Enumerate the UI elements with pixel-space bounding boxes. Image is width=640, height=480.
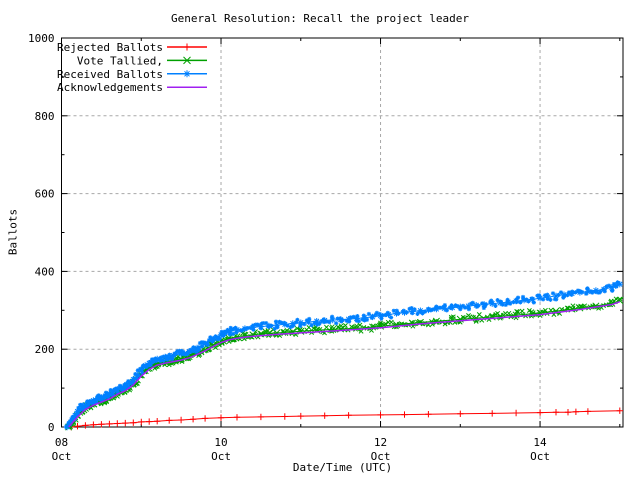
gridlines: [61, 38, 623, 427]
x-tick-label: Oct: [371, 450, 391, 463]
x-tick-label: 10: [214, 436, 227, 449]
chart-title: General Resolution: Recall the project l…: [170, 12, 469, 25]
x-tick-label: Oct: [52, 450, 72, 463]
legend-label: Rejected Ballots: [57, 41, 163, 54]
x-tick-label: Oct: [530, 450, 550, 463]
y-tick-label: 200: [35, 343, 55, 356]
x-tick-label: 08: [55, 436, 68, 449]
legend-label: Acknowledgements: [57, 81, 163, 94]
legend-item-received-ballots: Received Ballots: [57, 68, 207, 81]
legend-item-acknowledgements: Acknowledgements: [57, 81, 207, 94]
y-tick-label: 600: [35, 188, 55, 201]
x-tick-label: 12: [374, 436, 387, 449]
data-point-markers-received-ballots: [63, 281, 623, 431]
legend-marker-plus: [183, 43, 191, 51]
x-tick-label: Oct: [211, 450, 231, 463]
x-tick-label: 14: [533, 436, 547, 449]
legend-marker-cross: [183, 56, 191, 65]
y-tick-label: 400: [35, 265, 55, 278]
series-received-ballots: [63, 280, 623, 431]
y-tick-label: 1000: [28, 32, 55, 45]
series-rejected-ballots: [67, 407, 623, 431]
y-tick-label: 800: [35, 110, 55, 123]
axis-ticks: [61, 37, 623, 428]
legend-item-rejected-ballots: Rejected Ballots: [57, 41, 207, 54]
legend-label: Vote Tallied,: [77, 54, 163, 67]
series-acknowledgements: [68, 300, 621, 428]
legend-item-vote-tallied: Vote Tallied,: [77, 54, 207, 67]
x-axis-title: Date/Time (UTC): [292, 461, 393, 474]
legend-label: Received Ballots: [57, 68, 163, 81]
marker-band-received-ballots: [64, 280, 620, 429]
legend-marker-star: [183, 70, 191, 78]
y-tick-label: 0: [48, 421, 55, 434]
